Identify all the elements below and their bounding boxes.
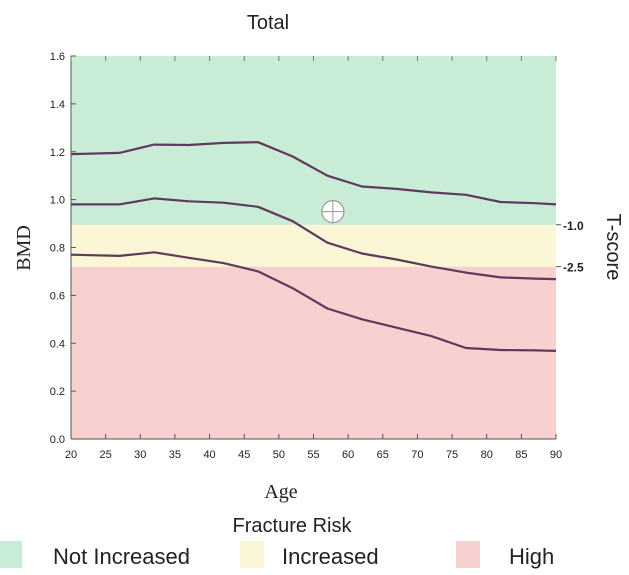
legend-item-increased: Increased: [240, 541, 379, 569]
legend-item-not-increased: Not Increased: [0, 541, 190, 569]
tscore-label: -2.5: [563, 261, 584, 275]
y-tick-label: 0.6: [50, 290, 65, 302]
legend-item-high: High: [456, 541, 554, 569]
legend-swatch: [240, 541, 264, 568]
right-axis-label: T-score: [602, 214, 624, 281]
x-tick-label: 60: [342, 449, 354, 461]
reference-curve-2: [71, 197, 557, 281]
chart-title: Total: [247, 12, 289, 34]
x-tick-label: 40: [203, 449, 215, 461]
risk-zones: [71, 56, 556, 439]
legend-label: Increased: [282, 544, 379, 569]
x-tick-label: 35: [169, 449, 181, 461]
x-tick-label: 75: [446, 449, 458, 461]
y-tick-label: 1.0: [50, 195, 65, 207]
x-tick-label: 30: [134, 449, 146, 461]
y-axis-ticks: 0.0 0.2 0.4 0.6 0.8 1.0 1.2 1.4 1.6: [50, 51, 76, 446]
reference-curve-1: [70, 141, 557, 206]
x-tick-label: 80: [481, 449, 493, 461]
y-tick-label: 1.4: [50, 99, 65, 111]
y-tick-label: 0.4: [50, 338, 65, 350]
tscore-label: -1.0: [563, 219, 584, 233]
tscore-markers: -1.0 -2.5: [556, 219, 584, 275]
x-axis-ticks: 20 25 30 35 40 45 50 55 60 65 70 75 80 85 90: [65, 56, 562, 461]
y-tick-label: 1.6: [50, 51, 65, 63]
reference-curves: [70, 141, 557, 352]
x-tick-label: 55: [307, 449, 319, 461]
x-tick-label: 50: [273, 449, 285, 461]
x-axis-label: Age: [264, 481, 297, 503]
x-tick-label: 65: [377, 449, 389, 461]
patient-marker: [321, 199, 345, 224]
y-axis-label: BMD: [13, 225, 35, 271]
legend-swatch: [0, 541, 22, 568]
x-tick-label: 70: [411, 449, 423, 461]
legend-label: High: [509, 544, 554, 569]
legend-title: Fracture Risk: [233, 515, 353, 537]
x-tick-label: 20: [65, 449, 77, 461]
y-tick-label: 1.2: [50, 147, 65, 159]
legend: Not Increased Increased High: [0, 541, 554, 569]
x-tick-label: 85: [515, 449, 527, 461]
x-tick-label: 25: [100, 449, 112, 461]
y-tick-label: 0.2: [50, 386, 65, 398]
x-tick-label: 90: [550, 449, 562, 461]
x-tick-label: 45: [238, 449, 250, 461]
y-tick-label: 0.0: [50, 434, 65, 446]
legend-swatch: [456, 541, 480, 568]
zone-increased: [71, 224, 556, 267]
reference-curve-3: [70, 251, 557, 352]
zone-high: [71, 266, 556, 439]
legend-label: Not Increased: [53, 544, 190, 569]
y-tick-label: 0.8: [50, 243, 65, 255]
